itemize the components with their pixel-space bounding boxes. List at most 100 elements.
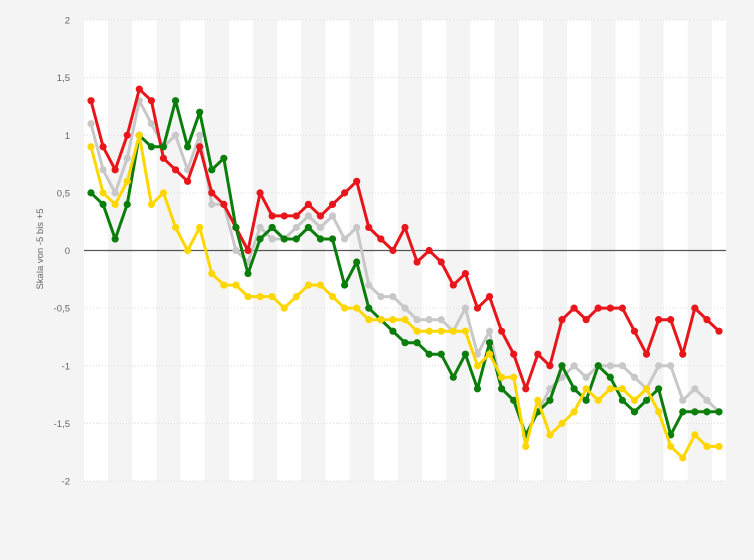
data-point[interactable] — [558, 419, 566, 427]
data-point[interactable] — [473, 385, 482, 393]
data-point[interactable] — [655, 316, 663, 324]
data-point[interactable] — [534, 350, 542, 358]
data-point[interactable] — [594, 304, 602, 312]
data-point[interactable] — [558, 373, 566, 381]
data-point[interactable] — [485, 327, 494, 335]
data-point[interactable] — [341, 189, 349, 197]
data-point[interactable] — [630, 408, 639, 416]
data-point[interactable] — [642, 396, 651, 404]
data-point[interactable] — [196, 223, 204, 232]
data-point[interactable] — [667, 362, 675, 370]
data-point[interactable] — [99, 200, 107, 208]
data-point[interactable] — [87, 120, 95, 128]
data-point[interactable] — [558, 316, 566, 324]
data-point[interactable] — [147, 97, 155, 105]
data-point[interactable] — [691, 408, 699, 416]
data-point[interactable] — [256, 235, 264, 243]
data-point[interactable] — [522, 442, 530, 451]
data-point[interactable] — [87, 97, 95, 105]
data-point[interactable] — [413, 327, 421, 335]
data-point[interactable] — [184, 143, 192, 151]
data-point[interactable] — [642, 385, 651, 393]
data-point[interactable] — [703, 442, 711, 451]
data-point[interactable] — [147, 200, 155, 208]
data-point[interactable] — [292, 293, 300, 301]
data-point[interactable] — [642, 350, 651, 358]
data-point[interactable] — [159, 189, 168, 197]
data-point[interactable] — [606, 362, 614, 370]
data-point[interactable] — [87, 143, 95, 151]
data-point[interactable] — [413, 316, 421, 324]
data-point[interactable] — [135, 131, 143, 139]
data-point[interactable] — [570, 385, 578, 393]
data-point[interactable] — [353, 304, 361, 312]
data-point[interactable] — [268, 212, 276, 220]
data-point[interactable] — [377, 293, 385, 301]
data-point[interactable] — [353, 177, 361, 185]
data-point[interactable] — [522, 385, 530, 393]
data-point[interactable] — [461, 327, 469, 335]
data-point[interactable] — [679, 454, 687, 462]
data-point[interactable] — [425, 327, 433, 335]
data-point[interactable] — [449, 327, 457, 335]
data-point[interactable] — [268, 235, 276, 243]
data-point[interactable] — [485, 350, 494, 358]
data-point[interactable] — [316, 223, 325, 232]
data-point[interactable] — [389, 327, 397, 335]
data-point[interactable] — [401, 339, 409, 347]
data-point[interactable] — [353, 258, 361, 266]
data-point[interactable] — [449, 373, 457, 381]
data-point[interactable] — [485, 293, 494, 301]
data-point[interactable] — [353, 223, 361, 232]
data-point[interactable] — [655, 408, 663, 416]
data-point[interactable] — [715, 442, 723, 451]
data-point[interactable] — [498, 385, 506, 393]
data-point[interactable] — [292, 235, 300, 243]
data-point[interactable] — [691, 385, 699, 393]
data-point[interactable] — [341, 235, 349, 243]
data-point[interactable] — [341, 304, 349, 312]
data-point[interactable] — [328, 212, 337, 220]
data-point[interactable] — [413, 339, 421, 347]
data-point[interactable] — [280, 212, 288, 220]
data-point[interactable] — [184, 246, 192, 255]
data-point[interactable] — [123, 154, 131, 162]
data-point[interactable] — [147, 143, 155, 151]
data-point[interactable] — [304, 200, 312, 208]
data-point[interactable] — [123, 177, 131, 185]
data-point[interactable] — [111, 166, 119, 174]
data-point[interactable] — [703, 396, 711, 404]
data-point[interactable] — [558, 362, 566, 370]
data-point[interactable] — [606, 304, 614, 312]
data-point[interactable] — [618, 304, 626, 312]
data-point[interactable] — [123, 131, 131, 139]
data-point[interactable] — [171, 131, 180, 139]
data-point[interactable] — [582, 396, 590, 404]
data-point[interactable] — [292, 212, 300, 220]
data-point[interactable] — [196, 131, 204, 139]
data-point[interactable] — [232, 281, 240, 289]
data-point[interactable] — [630, 396, 639, 404]
data-point[interactable] — [292, 223, 300, 232]
data-point[interactable] — [618, 362, 626, 370]
data-point[interactable] — [461, 304, 469, 312]
data-point[interactable] — [570, 362, 578, 370]
data-point[interactable] — [196, 108, 204, 116]
data-point[interactable] — [220, 281, 228, 289]
data-point[interactable] — [437, 327, 445, 335]
data-point[interactable] — [449, 281, 457, 289]
data-point[interactable] — [570, 304, 578, 312]
data-point[interactable] — [473, 304, 482, 312]
data-point[interactable] — [715, 408, 723, 416]
data-point[interactable] — [111, 189, 119, 197]
data-point[interactable] — [159, 154, 168, 162]
data-point[interactable] — [461, 350, 469, 358]
data-point[interactable] — [328, 293, 337, 301]
data-point[interactable] — [159, 143, 168, 151]
data-point[interactable] — [618, 396, 626, 404]
data-point[interactable] — [147, 120, 155, 128]
data-point[interactable] — [679, 350, 687, 358]
data-point[interactable] — [667, 442, 675, 451]
data-point[interactable] — [99, 143, 107, 151]
data-point[interactable] — [316, 212, 325, 220]
